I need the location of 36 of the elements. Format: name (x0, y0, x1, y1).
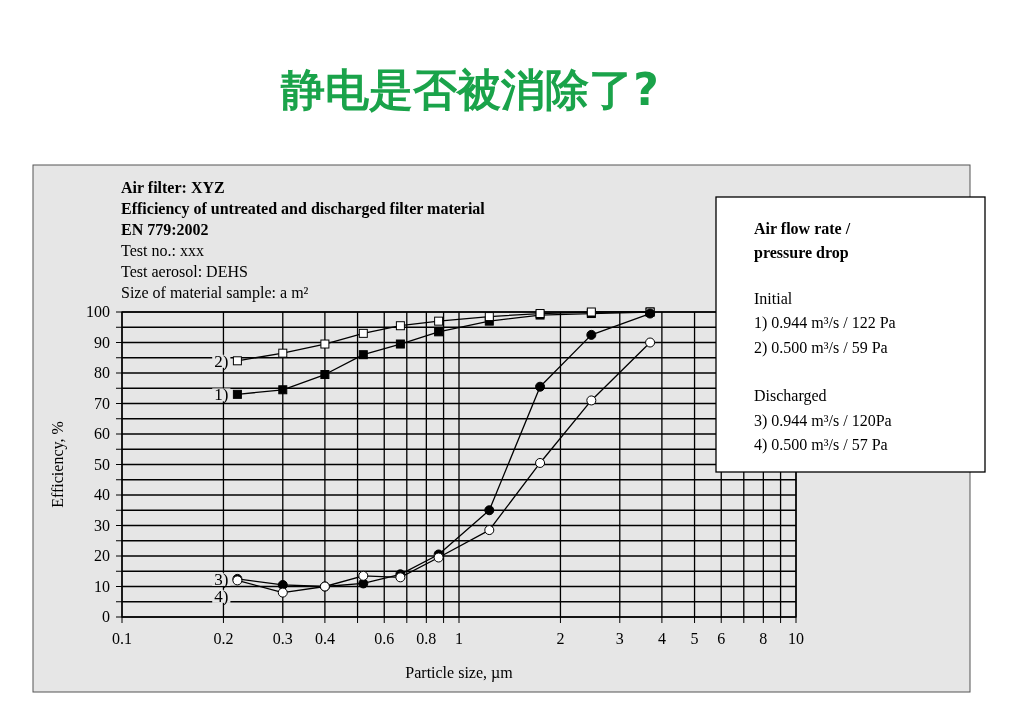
series-label: 4) (214, 586, 229, 606)
chart-title: 静电是否被消除了? (280, 64, 659, 115)
x-tick-label: 1 (455, 630, 463, 647)
text: Test no.: xxx Test aerosol: DEHS Size of material sample: a m² (121, 242, 309, 302)
y-tick-label: 90 (94, 333, 110, 351)
x-tick-label: 0.6 (374, 630, 395, 647)
text: Initial 1) 0.944 m³/s / 122 Pa 2) 0.500 m³/s / 59 Pa Discharged 3) 0.944 m³/s / 120Pa 4) 0.500 m³/s / 57 Pa (754, 290, 896, 453)
series-label: 1) (214, 385, 229, 405)
y-tick-label: 30 (94, 516, 110, 534)
y-tick-label: 20 (94, 547, 110, 564)
x-axis-title: Particle size, µm (405, 664, 514, 682)
text: Air flow rate / pressure drop (754, 220, 851, 263)
y-tick-label: 70 (94, 394, 110, 412)
y-tick-label: 60 (94, 425, 110, 442)
x-tick-label: 8 (759, 630, 768, 647)
text: Air filter: XYZ Efficiency of untreated and discharged filter material EN 779:2002 (121, 179, 486, 238)
x-tick-label: 6 (717, 630, 726, 647)
x-tick-label: 3 (615, 630, 624, 647)
y-axis-title: Efficiency, % (49, 421, 67, 508)
y-tick-label: 50 (94, 455, 110, 473)
y-tick-label: 80 (94, 364, 110, 381)
x-tick-label: 4 (657, 630, 666, 647)
y-tick-label: 100 (86, 303, 110, 320)
x-tick-label: 10 (788, 630, 804, 647)
y-tick-label: 10 (94, 577, 110, 595)
x-tick-label: 0.2 (213, 630, 234, 647)
x-tick-label: 0.1 (112, 630, 132, 647)
y-tick-label: 40 (94, 486, 110, 503)
series-label: 3) (214, 569, 229, 589)
series-label: 2) (214, 351, 229, 371)
x-tick-label: 2 (556, 630, 565, 647)
x-tick-label: 0.3 (272, 630, 293, 647)
x-tick-label: 0.4 (314, 630, 335, 647)
x-tick-label: 5 (690, 630, 699, 647)
x-tick-label: 0.8 (416, 630, 437, 647)
y-tick-label: 0 (102, 608, 110, 625)
